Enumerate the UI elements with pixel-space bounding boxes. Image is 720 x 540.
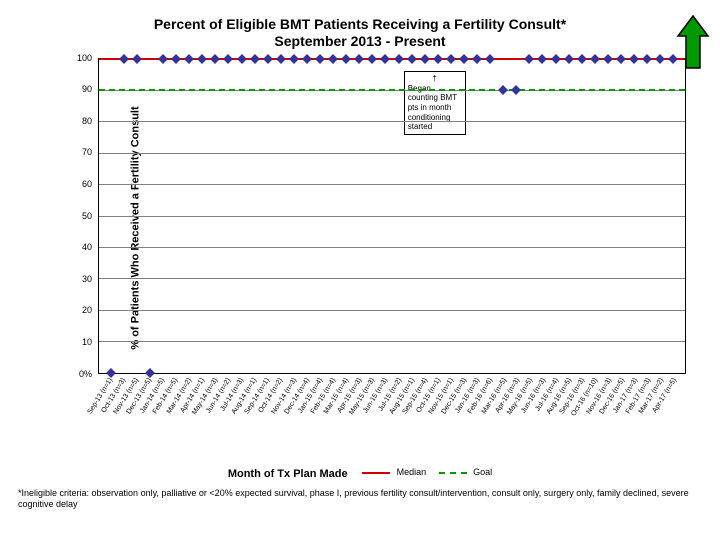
- y-tick-label: 100: [66, 53, 92, 63]
- footnote: *Ineligible criteria: observation only, …: [0, 488, 720, 511]
- data-marker: [210, 54, 220, 64]
- y-tick-label: 80: [66, 116, 92, 126]
- data-marker: [616, 54, 626, 64]
- chart-title-line2: September 2013 - Present: [0, 33, 720, 50]
- data-marker: [642, 54, 652, 64]
- plot-region: † Began counting BMT pts in month condit…: [98, 58, 686, 374]
- y-tick-label: 30: [66, 274, 92, 284]
- data-marker: [629, 54, 639, 64]
- data-marker: [433, 54, 443, 64]
- data-marker: [564, 54, 574, 64]
- y-tick-label: 10: [66, 337, 92, 347]
- data-marker: [485, 54, 495, 64]
- legend-median-label: Median: [397, 467, 427, 477]
- data-marker: [302, 54, 312, 64]
- legend: Median Goal: [352, 467, 492, 477]
- data-marker: [498, 85, 508, 95]
- data-marker: [132, 54, 142, 64]
- y-tick-label: 90: [66, 84, 92, 94]
- data-marker: [459, 54, 469, 64]
- data-marker: [197, 54, 207, 64]
- y-tick-label: 60: [66, 179, 92, 189]
- data-marker: [341, 54, 351, 64]
- annotation-dagger: †: [408, 74, 462, 84]
- legend-goal-label: Goal: [473, 467, 492, 477]
- data-marker: [551, 54, 561, 64]
- goal-line: [99, 89, 685, 91]
- data-marker: [263, 54, 273, 64]
- legend-median-swatch: [362, 472, 390, 474]
- data-marker: [590, 54, 600, 64]
- data-marker: [354, 54, 364, 64]
- data-marker: [119, 54, 129, 64]
- x-axis-title: Month of Tx Plan Made: [228, 468, 348, 480]
- data-marker: [407, 54, 417, 64]
- data-marker: [158, 54, 168, 64]
- data-marker: [289, 54, 299, 64]
- data-marker: [315, 54, 325, 64]
- chart-title-line1: Percent of Eligible BMT Patients Receivi…: [0, 16, 720, 33]
- gridline: [99, 184, 685, 185]
- data-marker: [511, 85, 521, 95]
- y-tick-label: 0%: [66, 369, 92, 379]
- gridline: [99, 153, 685, 154]
- gridline: [99, 341, 685, 342]
- data-marker: [367, 54, 377, 64]
- data-marker: [603, 54, 613, 64]
- annotation-box: † Began counting BMT pts in month condit…: [404, 71, 466, 135]
- gridline: [99, 278, 685, 279]
- gridline: [99, 247, 685, 248]
- data-marker: [446, 54, 456, 64]
- gridline: [99, 310, 685, 311]
- y-tick-label: 70: [66, 147, 92, 157]
- data-marker: [524, 54, 534, 64]
- data-marker: [655, 54, 665, 64]
- data-marker: [381, 54, 391, 64]
- data-marker: [171, 54, 181, 64]
- chart-area: % of Patients Who Received a Fertility C…: [70, 58, 690, 398]
- legend-goal-swatch: [439, 472, 467, 474]
- data-marker: [250, 54, 260, 64]
- data-marker: [420, 54, 430, 64]
- gridline: [99, 121, 685, 122]
- data-marker: [184, 54, 194, 64]
- data-marker: [537, 54, 547, 64]
- data-marker: [328, 54, 338, 64]
- data-marker: [577, 54, 587, 64]
- data-marker: [394, 54, 404, 64]
- data-marker: [276, 54, 286, 64]
- data-marker: [224, 54, 234, 64]
- y-tick-label: 50: [66, 211, 92, 221]
- y-tick-label: 40: [66, 242, 92, 252]
- data-marker: [472, 54, 482, 64]
- y-tick-label: 20: [66, 305, 92, 315]
- gridline: [99, 216, 685, 217]
- data-marker: [237, 54, 247, 64]
